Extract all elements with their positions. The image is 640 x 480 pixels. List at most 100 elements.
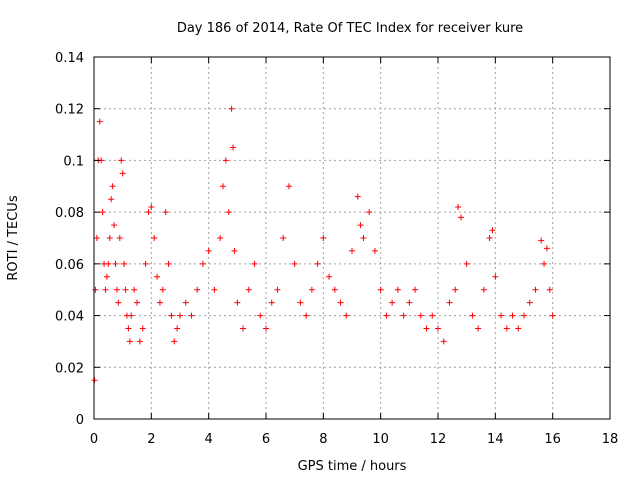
data-point <box>154 273 161 280</box>
data-point <box>145 209 152 216</box>
data-point <box>538 237 545 244</box>
data-point <box>93 235 100 241</box>
x-tick-label: 18 <box>602 432 619 447</box>
data-point <box>457 214 464 221</box>
data-point <box>112 260 119 267</box>
data-point <box>337 299 344 306</box>
data-point <box>99 209 106 216</box>
x-tick-label: 4 <box>205 432 213 447</box>
data-point <box>115 299 122 306</box>
data-point <box>492 273 499 280</box>
data-point <box>455 203 462 210</box>
data-point <box>383 312 390 319</box>
data-point <box>194 286 201 293</box>
data-point <box>280 235 287 241</box>
data-point <box>177 312 183 319</box>
data-point <box>412 286 419 293</box>
data-point <box>463 260 470 267</box>
data-point <box>159 286 166 293</box>
grid-lines <box>94 57 610 419</box>
y-axis-label: ROTI / TECUs <box>6 195 21 280</box>
x-tick-label: 6 <box>262 432 270 447</box>
data-point <box>122 286 129 293</box>
data-point <box>400 312 407 319</box>
data-point <box>225 209 232 216</box>
data-point <box>526 299 533 306</box>
data-point <box>156 299 163 306</box>
data-point <box>366 209 373 216</box>
data-point <box>125 325 132 332</box>
data-point <box>151 235 158 241</box>
data-point <box>168 312 175 319</box>
x-tick-label: 10 <box>372 432 389 447</box>
x-tick-label: 8 <box>319 432 327 447</box>
data-point <box>106 235 113 241</box>
data-point <box>331 286 338 293</box>
data-point <box>121 260 128 267</box>
data-point <box>541 260 548 267</box>
data-point <box>423 325 430 332</box>
data-point <box>142 260 149 267</box>
data-point <box>326 273 333 280</box>
data-point <box>126 338 133 345</box>
data-point <box>96 118 103 125</box>
y-tick-label: 0.1 <box>63 154 84 169</box>
chart-title: Day 186 of 2014, Rate Of TEC Index for r… <box>177 21 523 36</box>
data-point <box>148 203 155 210</box>
data-point <box>314 260 321 267</box>
data-point <box>417 312 424 319</box>
data-point <box>257 312 264 319</box>
data-point <box>109 183 116 190</box>
data-point <box>119 170 126 177</box>
data-point <box>103 273 110 280</box>
data-point <box>91 377 98 384</box>
data-point <box>240 325 247 332</box>
data-point <box>134 299 140 306</box>
plot-frame <box>93 56 611 420</box>
data-point <box>371 247 378 254</box>
data-point <box>389 299 396 306</box>
data-point <box>343 312 350 319</box>
data-point <box>377 286 384 293</box>
data-point <box>297 299 304 306</box>
data-point <box>113 286 120 293</box>
y-ticks: 0 0.02 0.04 0.06 0.08 0.1 0.12 0.14 <box>55 51 610 428</box>
data-point <box>222 157 229 164</box>
x-ticks: 0 2 4 6 8 10 12 14 16 18 <box>90 57 618 447</box>
data-point <box>308 286 315 293</box>
data-point <box>268 299 275 306</box>
data-point <box>435 325 441 332</box>
data-point <box>230 144 237 151</box>
data-point <box>105 260 112 267</box>
x-tick-label: 0 <box>90 432 98 447</box>
data-point <box>182 299 189 306</box>
data-point <box>234 299 241 306</box>
y-tick-label: 0.14 <box>55 51 84 66</box>
data-point <box>489 227 496 234</box>
data-point <box>285 183 292 190</box>
data-point <box>543 245 550 252</box>
data-point <box>231 247 238 254</box>
y-tick-label: 0.12 <box>55 103 84 118</box>
data-point <box>199 260 206 267</box>
data-point <box>515 325 522 332</box>
x-tick-label: 14 <box>487 432 504 447</box>
data-point <box>174 325 181 332</box>
data-point <box>394 286 401 293</box>
y-tick-label: 0.02 <box>55 361 84 376</box>
data-point <box>92 286 99 293</box>
data-point <box>171 338 178 345</box>
x-axis-label: GPS time / hours <box>298 459 407 474</box>
data-point <box>303 312 310 319</box>
data-point <box>118 157 125 164</box>
data-point <box>291 260 298 267</box>
data-point <box>111 222 118 229</box>
data-point <box>509 312 516 319</box>
y-tick-label: 0.08 <box>55 206 84 221</box>
data-point <box>354 193 361 200</box>
data-point <box>498 312 505 319</box>
data-point <box>245 286 252 293</box>
data-point <box>503 325 510 332</box>
data-point <box>131 286 138 293</box>
